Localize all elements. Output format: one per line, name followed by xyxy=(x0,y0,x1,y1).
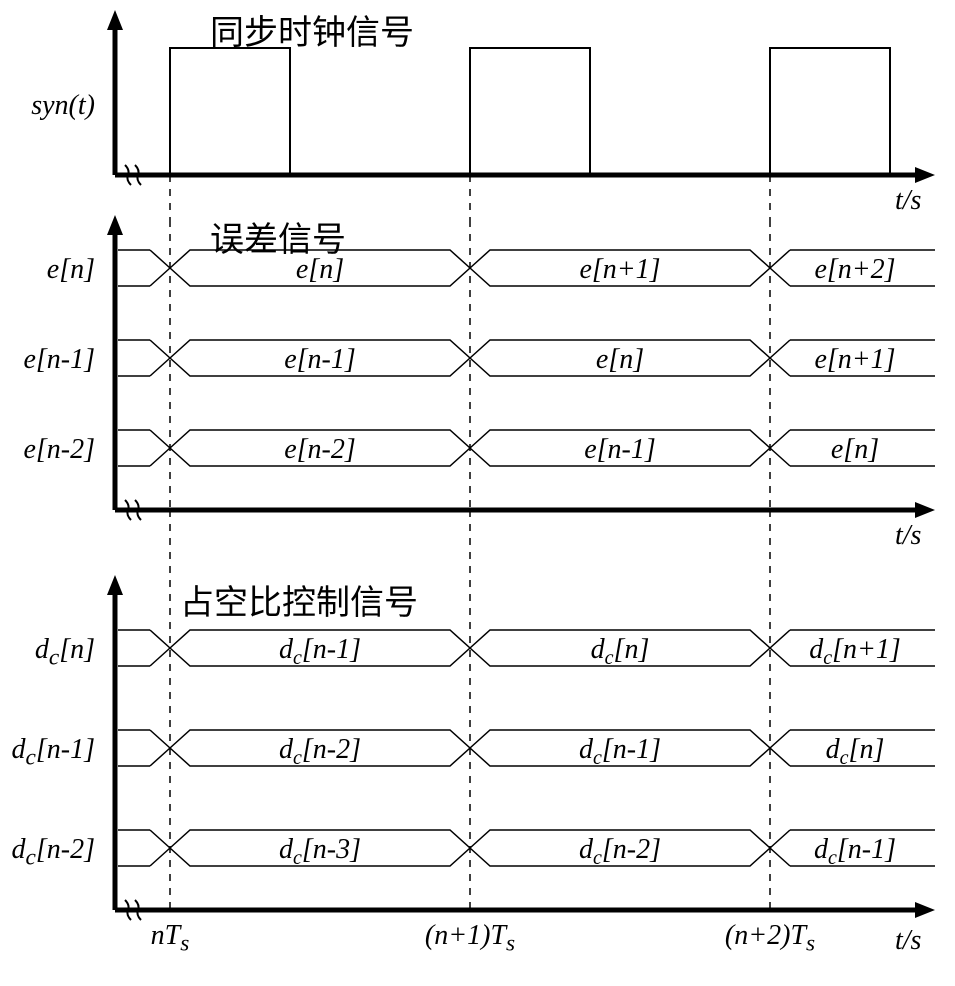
panel2-svg: e[n] e[n+1] e[n+2] e[n-1] e[n] e[n+1] xyxy=(0,210,955,565)
p2r1c0: e[n-1] xyxy=(284,344,356,375)
p3r2c1: dc[n-2] xyxy=(579,834,661,869)
p3r1c2: dc[n] xyxy=(826,734,885,769)
p2r2c2: e[n] xyxy=(831,434,879,465)
panel3-row1-shapes xyxy=(118,730,935,766)
p2r0c0: e[n] xyxy=(296,254,344,285)
p2r2c0: e[n-2] xyxy=(284,434,356,465)
p3r0c1: dc[n] xyxy=(591,634,650,669)
p3r0c2: dc[n+1] xyxy=(809,634,901,669)
panel-duty: 占空比控制信号 t/s dc[n] dc[n-1] dc[n-2] nTs (n… xyxy=(0,570,955,980)
panel2-row2-shapes xyxy=(118,430,935,466)
panel2-row0-shapes xyxy=(118,250,935,286)
panel2-row1-shapes xyxy=(118,340,935,376)
p2r0c2: e[n+2] xyxy=(814,254,895,285)
p2r2c1: e[n-1] xyxy=(584,434,656,465)
p3r2c2: dc[n-1] xyxy=(814,834,896,869)
p3r1c1: dc[n-1] xyxy=(579,734,661,769)
panel-error: 误差信号 t/s e[n] e[n-1] e[n-2] e[n] xyxy=(0,210,955,565)
p3r0c0: dc[n-1] xyxy=(279,634,361,669)
panel3-row2-shapes xyxy=(118,830,935,866)
p3r1c0: dc[n-2] xyxy=(279,734,361,769)
p3r2c0: dc[n-3] xyxy=(279,834,361,869)
p2r1c1: e[n] xyxy=(596,344,644,375)
panel3-svg: dc[n-1] dc[n] dc[n+1] dc[n-2] dc[n-1] dc… xyxy=(0,570,955,980)
p2r1c2: e[n+1] xyxy=(814,344,895,375)
panel-clock: 同步时钟信号 syn(t) t/s xyxy=(0,5,955,210)
p2r0c1: e[n+1] xyxy=(579,254,660,285)
panel1-svg xyxy=(0,5,955,210)
